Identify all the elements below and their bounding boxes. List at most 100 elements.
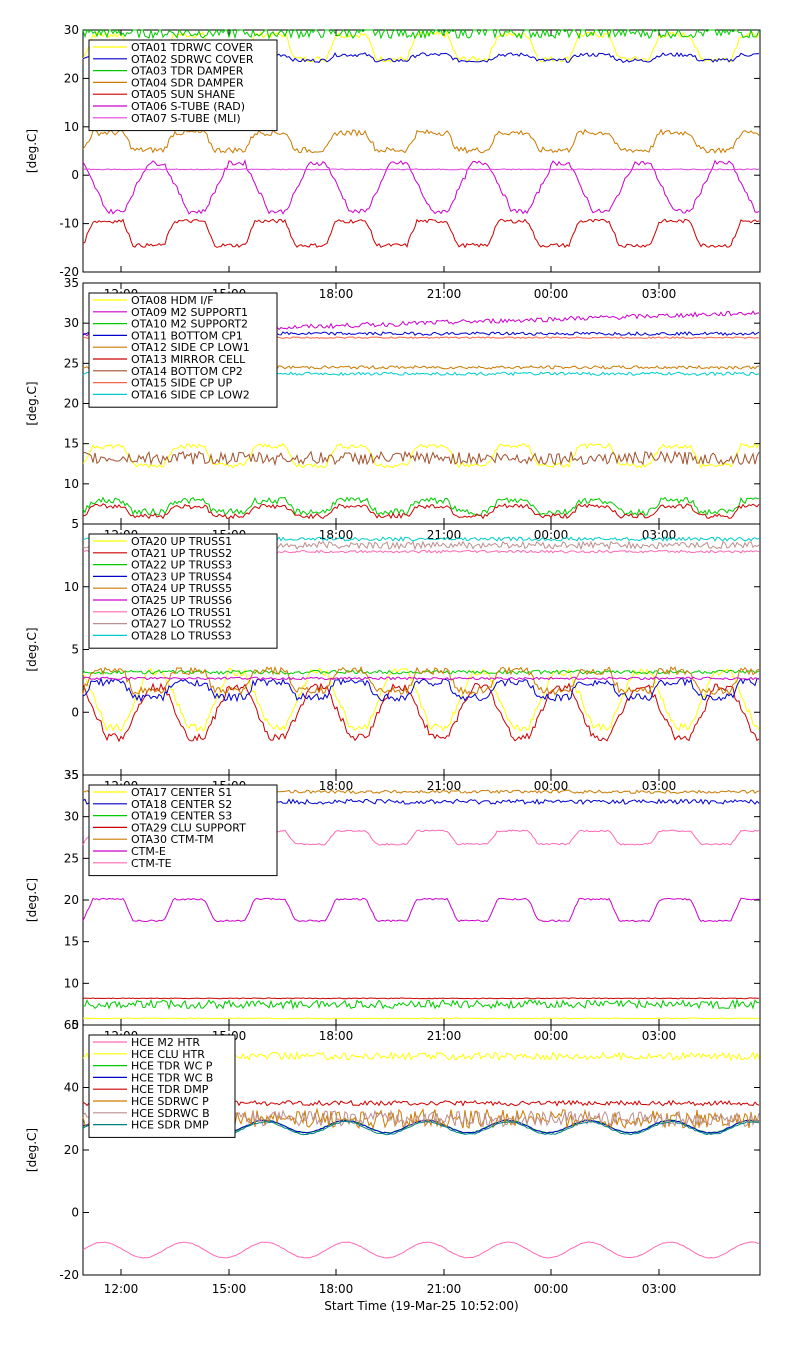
panel-4-xtick-label: 03:00 [642, 779, 677, 793]
series-line-ota25-up-truss6 [82, 676, 760, 681]
panel-3-xtick-label: 00:00 [534, 528, 569, 542]
legend-entry: HCE TDR WC B [131, 1071, 213, 1084]
legend-entry: HCE M2 HTR [131, 1036, 200, 1049]
panel-5-ytick-label: 20 [64, 1143, 79, 1157]
series-line-ota23-up-truss4 [82, 677, 760, 703]
panel-4-ytick-label: 30 [64, 810, 79, 824]
panel-5-xtick-label: 15:00 [212, 1282, 247, 1296]
legend-entry: CTM-E [131, 845, 166, 858]
series-line-ota05-sun-shane [82, 218, 760, 249]
panel-2-ytick-label: 35 [64, 276, 79, 290]
panel-4-ytick-label: 25 [64, 851, 79, 865]
legend-entry: OTA22 UP TRUSS3 [131, 559, 232, 572]
panel-2-ytick-label: 25 [64, 356, 79, 370]
legend-entry: OTA01 TDRWC COVER [131, 41, 254, 54]
legend-entry: OTA23 UP TRUSS4 [131, 570, 232, 583]
legend-entry: OTA25 UP TRUSS6 [131, 594, 232, 607]
panel-2-xtick-label: 21:00 [427, 287, 462, 301]
legend-entry: OTA13 MIRROR CELL [131, 353, 246, 366]
panel-1-ytick-label: 30 [64, 23, 79, 37]
legend-entry: OTA17 CENTER S1 [131, 786, 232, 799]
panel-4-ytick-label: 10 [64, 976, 79, 990]
legend-entry: OTA10 M2 SUPPORT2 [131, 318, 248, 331]
series-line-ota19-center-s3 [82, 998, 760, 1011]
legend-entry: OTA08 HDM I/F [131, 294, 214, 307]
series-line-hce-m2-htr [82, 1241, 760, 1259]
legend-entry: HCE SDRWC B [131, 1107, 210, 1120]
panel-5-xtick-label: 03:00 [642, 1282, 677, 1296]
panel-5-legend [88, 1034, 236, 1138]
panel-1-ylabel: [deg.C] [25, 129, 39, 173]
panel-2-ytick-label: 30 [64, 316, 79, 330]
panel-2-ytick-label: 20 [64, 397, 79, 411]
panel-2-xtick-label: 03:00 [642, 287, 677, 301]
legend-entry: OTA21 UP TRUSS2 [131, 547, 232, 560]
panel-5-ytick-label: 60 [64, 1018, 79, 1032]
legend-entry: HCE TDR DMP [131, 1083, 209, 1096]
panel-5-xtick-label-top: 21:00 [427, 1029, 462, 1043]
legend-entry: OTA04 SDR DAMPER [131, 76, 244, 89]
panel-4-xtick-label: 18:00 [319, 779, 354, 793]
legend-entry: OTA12 SIDE CP LOW1 [131, 341, 250, 354]
panel-2-ylabel: [deg.C] [25, 381, 39, 425]
legend-entry: OTA02 SDRWC COVER [131, 53, 254, 66]
panel-3-ytick-label: 10 [64, 580, 79, 594]
panel-5-xtick-label: 12:00 [104, 1282, 139, 1296]
panel-1-ytick-label: 0 [71, 168, 79, 182]
panel-2-ytick-label: 15 [64, 437, 79, 451]
panel-5-xtick-label: 21:00 [427, 1282, 462, 1296]
panel-3-ytick-label: -5 [67, 768, 79, 782]
panel-4-ytick-label: 5 [71, 1018, 79, 1032]
legend-entry: OTA06 S-TUBE (RAD) [131, 100, 245, 113]
legend-entry: HCE SDRWC P [131, 1095, 209, 1108]
panel-5-ytick-label: -20 [59, 1268, 79, 1282]
series-line-ota17-center-s1 [82, 1017, 760, 1020]
panel-5-xtick-label-top: 03:00 [642, 1029, 677, 1043]
panel-3-xtick-label: 18:00 [319, 528, 354, 542]
legend-entry: OTA20 UP TRUSS1 [131, 535, 232, 548]
panel-1-ytick-label: -20 [59, 265, 79, 279]
panel-5-xtick-label-top: 00:00 [534, 1029, 569, 1043]
legend-entry: OTA16 SIDE CP LOW2 [131, 388, 250, 401]
legend-entry: OTA15 SIDE CP UP [131, 377, 233, 390]
panel-1-ytick-label: 10 [64, 120, 79, 134]
series-line-ota21-up-truss2 [82, 682, 760, 743]
legend-entry: HCE SDR DMP [131, 1119, 209, 1132]
series-line-ota13-mirror-cell [82, 503, 760, 520]
series-line-ota10-m2-support2 [82, 496, 760, 517]
panel-5-xtick-label: 18:00 [319, 1282, 354, 1296]
panel-3-ylabel: [deg.C] [25, 627, 39, 671]
series-line-ota08-hdm-i-f [82, 442, 760, 469]
panel-1-ytick-label: 20 [64, 71, 79, 85]
panel-2-xtick-label: 00:00 [534, 287, 569, 301]
legend-entry: OTA29 CLU SUPPORT [131, 821, 246, 834]
series-line-ota04-sdr-damper [82, 128, 760, 154]
panel-4-ytick-label: 35 [64, 768, 79, 782]
series-line-ota03-tdr-damper [82, 28, 760, 40]
legend-entry: OTA19 CENTER S3 [131, 810, 232, 823]
panel-4-ytick-label: 15 [64, 935, 79, 949]
panel-4-xtick-label: 00:00 [534, 779, 569, 793]
panel-4-ylabel: [deg.C] [25, 878, 39, 922]
series-line-ota06-s-tube-rad- [82, 159, 760, 215]
legend-entry: OTA30 CTM-TM [131, 833, 214, 846]
legend-entry: OTA11 BOTTOM CP1 [131, 329, 243, 342]
series-line-ctm-e [82, 897, 759, 923]
legend-entry: OTA09 M2 SUPPORT1 [131, 306, 248, 319]
panel-2-ytick-label: 10 [64, 477, 79, 491]
legend-entry: OTA28 LO TRUSS3 [131, 629, 232, 642]
legend-entry: CTM-TE [131, 857, 172, 870]
panel-2-ytick-label: 5 [71, 517, 79, 531]
legend-entry: OTA24 UP TRUSS5 [131, 582, 232, 595]
legend-entry: OTA14 BOTTOM CP2 [131, 365, 243, 378]
x-axis-title: Start Time (19-Mar-25 10:52:00) [324, 1299, 518, 1313]
legend-entry: HCE CLU HTR [131, 1048, 205, 1061]
legend-entry: HCE TDR WC P [131, 1060, 213, 1073]
panel-5-xtick-label-top: 18:00 [319, 1029, 354, 1043]
series-line-ota07-s-tube-mli- [82, 168, 760, 171]
panel-1-legend [88, 39, 278, 132]
panel-3-ytick-label: 5 [71, 643, 79, 657]
legend-entry: OTA18 CENTER S2 [131, 798, 232, 811]
panel-1-frame [82, 29, 761, 273]
